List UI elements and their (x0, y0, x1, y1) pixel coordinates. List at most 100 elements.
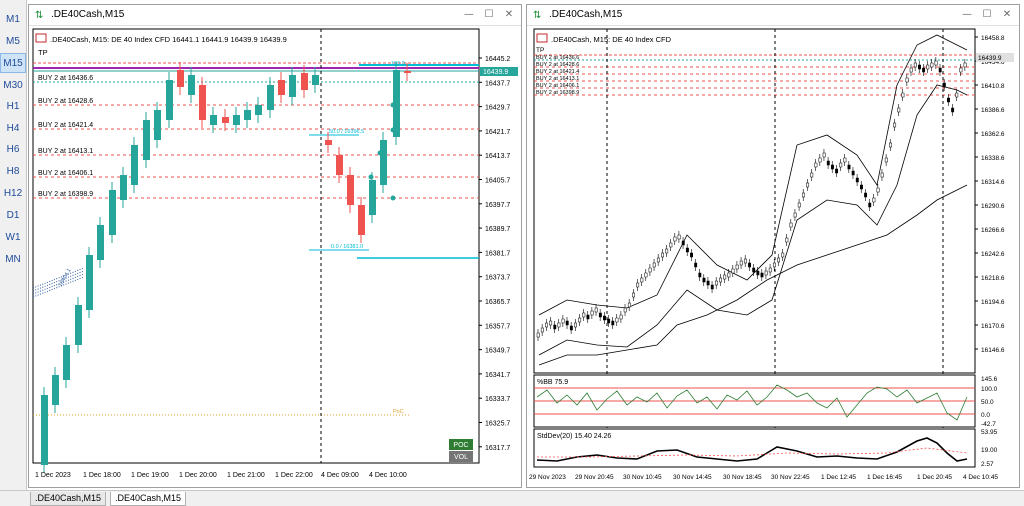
buy-label: BUY 2 at 16398.9 (536, 90, 579, 96)
minimize-button[interactable]: — (464, 9, 474, 20)
poc-button-label: POC (453, 442, 468, 449)
poc-button[interactable] (449, 439, 473, 450)
close-button[interactable]: ✕ (504, 9, 514, 20)
buy-label: BUY 2 at 16406.1 (536, 83, 579, 89)
candle-body (876, 187, 880, 193)
candle-body (86, 255, 93, 310)
tf-h1[interactable]: H1 (6, 101, 20, 112)
candle-body (843, 157, 847, 163)
bb-axis: 145.6 100.0 50.0 0.0 -42.7 (981, 376, 998, 428)
left-chart-window[interactable]: ⇅ .DE40Cash,M15 — ☐ ✕ .DE40Cash, M15: DE… (28, 4, 522, 488)
chart-window-icon: ⇅ (35, 10, 44, 21)
minimize-button[interactable]: — (962, 9, 972, 20)
candle-body (801, 192, 805, 198)
right-chart-svg[interactable]: .DE40Cash, M15: DE 40 Index CFD TP BUY 2… (527, 25, 1019, 487)
buy-label: BUY 2 at 16398.9 (38, 191, 93, 198)
tf-d1[interactable]: D1 (6, 210, 20, 221)
price-tick-label: 16410.8 (981, 83, 1005, 90)
candle-body (710, 284, 714, 290)
candle-body (934, 60, 938, 66)
tf-h4[interactable]: H4 (6, 123, 20, 134)
left-titlebar[interactable]: ⇅ .DE40Cash,M15 — ☐ ✕ (29, 5, 521, 26)
right-window-title: .DE40Cash,M15 (549, 9, 623, 20)
price-tick-label: 16194.6 (981, 299, 1005, 306)
chart-tab[interactable]: .DE40Cash,M15 (30, 492, 107, 506)
maximize-button[interactable]: ☐ (484, 9, 494, 20)
candle-body (681, 240, 685, 246)
candle-body (893, 122, 897, 128)
candle-body (926, 64, 930, 70)
candle-body (839, 162, 843, 168)
candle-body (826, 160, 830, 166)
price-tick-label: 16349.7 (485, 348, 510, 355)
time-tick-label: 4 Dec 10:00 (369, 472, 407, 479)
candle-body (938, 67, 942, 73)
bb-line (536, 384, 968, 421)
tf-h8[interactable]: H8 (6, 166, 20, 177)
candle-body (872, 197, 876, 203)
candle-body (615, 317, 619, 323)
time-tick-label: 1 Dec 20:00 (179, 472, 217, 479)
tf-mn[interactable]: MN (5, 254, 21, 265)
price-tick-label: 16362.6 (981, 131, 1005, 138)
vol-button[interactable] (449, 451, 473, 462)
candle-body (380, 140, 387, 185)
candle-body (785, 237, 789, 243)
candle-body (640, 277, 644, 283)
candle-body (603, 315, 606, 321)
left-chart-svg[interactable]: .DE40Cash, M15: DE 40 Index CFD 16441.1 … (29, 25, 521, 487)
right-chart-window[interactable]: ⇅ .DE40Cash,M15 — ☐ ✕ .DE40Cash, M15: DE… (526, 4, 1020, 488)
candle-body (222, 117, 229, 123)
tp-label: TP (536, 47, 544, 54)
time-tick-label: 30 Nov 18:45 (723, 474, 762, 481)
candle-body (188, 75, 195, 95)
candle-body (233, 115, 240, 125)
candle-body (545, 322, 548, 328)
order-markers (368, 102, 396, 201)
price-tick-label: 16373.7 (485, 275, 510, 282)
tf-w1[interactable]: W1 (5, 232, 21, 243)
candle-body (267, 85, 274, 110)
candle-body (789, 222, 793, 228)
tf-h6[interactable]: H6 (6, 144, 20, 155)
fibo-label: 100.0 (391, 61, 405, 67)
candle-body (959, 67, 963, 73)
tf-m5[interactable]: M5 (6, 36, 20, 47)
time-tick-label: 1 Dec 18:00 (83, 472, 121, 479)
candle-body (404, 71, 411, 73)
buy-label: BUY 2 at 16428.6 (536, 62, 579, 68)
candle-body (781, 252, 785, 258)
time-tick-label: 1 Dec 2023 (35, 472, 71, 479)
candle-body (131, 145, 138, 185)
candle-body (806, 182, 810, 188)
tf-m15[interactable]: M15 (0, 53, 26, 73)
price-tick-label: 16386.6 (981, 107, 1005, 114)
price-tick-label: 16242.6 (981, 251, 1005, 258)
candle-body (706, 280, 710, 286)
price-tick-label: 16290.6 (981, 203, 1005, 210)
candle-body (109, 190, 116, 235)
candle-body (582, 312, 586, 318)
candle-body (278, 80, 285, 95)
right-titlebar[interactable]: ⇅ .DE40Cash,M15 — ☐ ✕ (527, 5, 1019, 26)
price-tick-label: 16314.6 (981, 179, 1005, 186)
candle-body (590, 310, 594, 316)
tf-h12[interactable]: H12 (3, 188, 23, 199)
tf-m30[interactable]: M30 (3, 80, 23, 91)
candle-body (685, 247, 689, 253)
chart-tab-active[interactable]: .DE40Cash,M15 (110, 492, 187, 506)
std-tick-label: 2.57 (981, 461, 994, 468)
candle-body (648, 267, 652, 273)
bollinger-bands (538, 34, 968, 366)
right-price-axis: 16458.8 16434.6 16410.8 16386.6 16362.6 16338… (975, 35, 1005, 354)
candle-body (955, 92, 959, 98)
tf-m1[interactable]: M1 (6, 14, 20, 25)
candle-body (574, 322, 577, 328)
close-button[interactable]: ✕ (1002, 9, 1012, 20)
candle-body (818, 157, 822, 163)
fibo-label: 50.0 / 16396.5 (329, 129, 364, 135)
candle-body (143, 120, 150, 160)
time-tick-label: 4 Dec 09:00 (321, 472, 359, 479)
candle-body (822, 152, 826, 158)
maximize-button[interactable]: ☐ (982, 9, 992, 20)
